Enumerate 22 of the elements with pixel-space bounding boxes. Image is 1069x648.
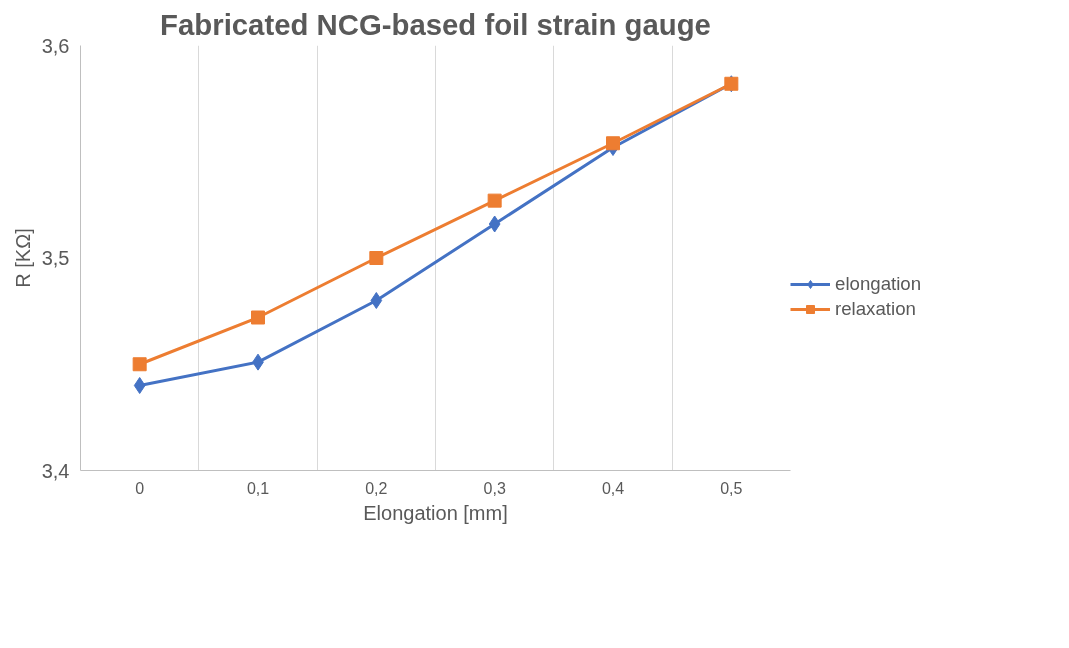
x-axis-title: Elongation [mm]: [363, 501, 508, 524]
point: [370, 292, 383, 309]
point: [606, 136, 620, 151]
chart-title: Fabricated NCG-based foil strain gauge: [160, 7, 711, 41]
x-tick-label: 0,2: [365, 479, 388, 497]
x-tick-label: 0: [135, 479, 145, 497]
y-tick-label: 3,6: [41, 34, 70, 57]
x-tick-label: 0,3: [483, 479, 506, 497]
y-tick-label: 3,5: [41, 247, 70, 269]
point: [369, 251, 384, 265]
point: [487, 193, 502, 208]
x-tick-label: 0,5: [720, 479, 743, 497]
x-tick-label: 0,1: [246, 479, 270, 497]
point: [132, 357, 147, 372]
y-tick-label: 3,4: [41, 459, 70, 482]
point: [133, 377, 146, 394]
legend-label: relaxation: [835, 298, 916, 320]
y-axis-title: R [KΩ]: [11, 228, 34, 288]
point: [251, 310, 265, 325]
point: [488, 215, 501, 233]
x-tick-label: 0,4: [601, 479, 625, 497]
legend-label: elongation: [835, 273, 922, 295]
